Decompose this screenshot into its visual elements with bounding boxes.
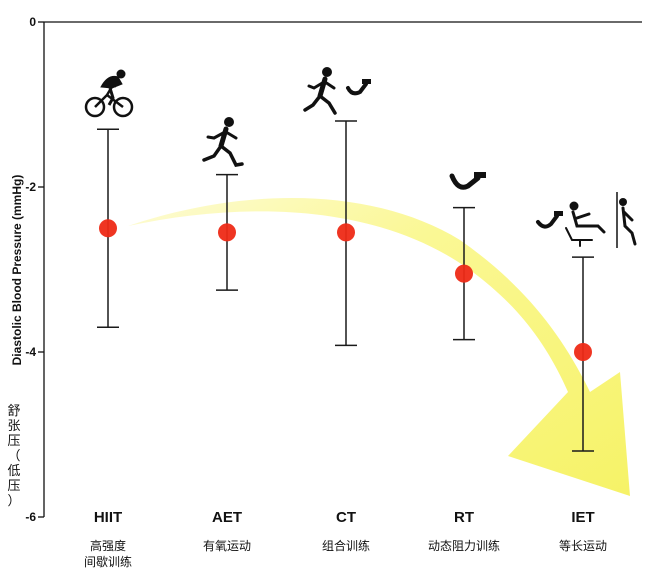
y-axis-label-chinese: 舒张压（低压） (7, 404, 20, 509)
y-axis-label-chinese-char: 低 (7, 464, 20, 479)
y-tick-label: 0 (29, 15, 36, 29)
y-ticks: 0 -2 -4 -6 (25, 15, 44, 524)
dumbbell-arm-icon (449, 172, 486, 190)
x-category-label-chinese: 组合训练 (322, 538, 370, 553)
data-point-hiit (99, 219, 117, 238)
y-axis-label-chinese-char: 张 (7, 419, 20, 434)
cyclist-icon (84, 69, 134, 118)
x-category-label: AET (212, 509, 242, 526)
x-category-label-chinese: 高强度 (90, 538, 126, 553)
x-category-label-chinese: 等长运动 (559, 539, 607, 553)
x-category-label: RT (454, 509, 474, 526)
data-point-ct (337, 223, 355, 242)
data-point-iet (574, 343, 592, 361)
x-category-label-chinese: 间歇训练 (84, 554, 132, 568)
x-category-label-chinese: 有氧运动 (203, 539, 251, 553)
data-point-rt (455, 264, 473, 283)
y-tick-label: -6 (25, 510, 36, 524)
y-axis-label: Diastolic Blood Pressure (mmHg) (10, 175, 24, 366)
data-points (99, 219, 592, 361)
y-axis-label-chinese-char: 压 (7, 434, 20, 449)
x-category-label-chinese: 动态阻力训练 (428, 538, 500, 553)
exercise-icons (84, 67, 637, 248)
isometric-exercise-icon (536, 192, 637, 248)
y-axis-label-chinese-char: （ (7, 449, 20, 464)
y-tick-label: -4 (25, 345, 36, 359)
trend-arrow (128, 198, 630, 496)
y-axis-label-chinese-char: ） (7, 494, 20, 509)
y-axis-label-chinese-char: 舒 (7, 404, 20, 419)
x-category-label: CT (336, 509, 356, 526)
x-category-label: HIIT (94, 509, 122, 526)
error-bars (97, 120, 594, 452)
axes (43, 21, 642, 517)
y-axis-label-chinese-char: 压 (7, 479, 20, 494)
runner-icon (202, 117, 244, 167)
x-category-label: IET (571, 509, 594, 526)
y-tick-label: -2 (25, 180, 36, 194)
runner-and-dumbbell-icon (303, 67, 371, 115)
data-point-aet (218, 223, 236, 242)
